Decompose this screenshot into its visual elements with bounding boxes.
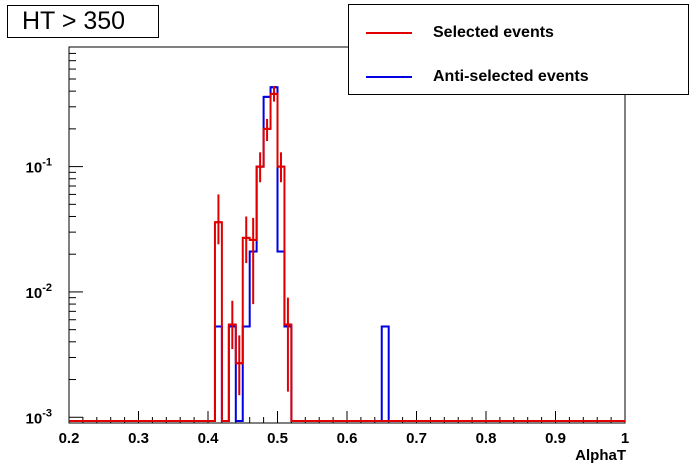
y-tick-label: 10-1: [26, 157, 52, 177]
plot-title: HT > 350: [7, 5, 159, 38]
y-tick-base: 10: [26, 160, 43, 177]
tick-labels: 0.2 0.3 0.4 0.5 0.6 0.7 0.8 0.9 110-310-210-1: [26, 157, 630, 447]
y-tick-label: 10-2: [26, 282, 52, 302]
legend-swatch-selected: [366, 32, 412, 34]
legend-entry-selected: Selected events: [349, 21, 554, 45]
plot-title-text: HT > 350: [22, 7, 126, 35]
y-tick-exponent: -2: [42, 282, 52, 294]
y-tick-exponent: -3: [42, 407, 52, 419]
y-tick-exponent: -1: [42, 157, 52, 169]
x-tick-label: 0.8: [476, 430, 497, 447]
plot-frame: [68, 46, 626, 424]
legend-swatch-antiselected: [366, 76, 412, 78]
x-tick-label: 0.9: [545, 430, 566, 447]
x-tick-label: 0.6: [337, 430, 358, 447]
legend-label-antiselected: Anti-selected events: [433, 68, 589, 85]
y-tick-label: 10-3: [26, 407, 52, 427]
x-tick-label: 1: [621, 430, 629, 447]
x-tick-label: 0.4: [198, 430, 220, 447]
series-selected: [69, 85, 625, 422]
histogram-outline: [69, 92, 625, 422]
legend-label-selected: Selected events: [433, 24, 554, 41]
legend: Selected events Anti-selected events: [348, 4, 689, 95]
y-tick-base: 10: [26, 410, 43, 427]
x-tick-label: 0.5: [267, 430, 288, 447]
x-tick-label: 0.3: [128, 430, 149, 447]
y-tick-base: 10: [26, 285, 43, 302]
x-tick-label: 0.7: [406, 430, 427, 447]
legend-entry-antiselected: Anti-selected events: [349, 65, 589, 89]
x-tick-label: 0.2: [59, 430, 80, 447]
x-axis-title: AlphaT: [575, 447, 626, 464]
